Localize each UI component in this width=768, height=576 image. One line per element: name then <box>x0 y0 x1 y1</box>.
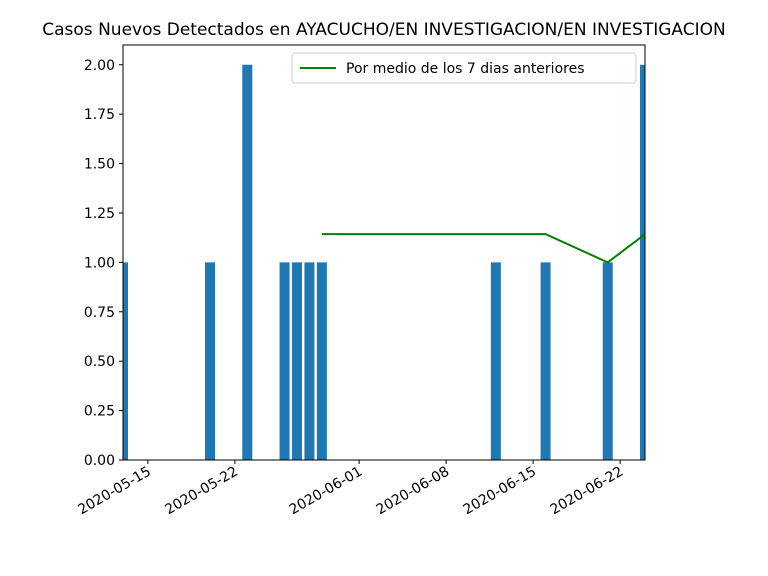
bar <box>242 64 253 460</box>
bars-layer <box>123 64 645 460</box>
bar <box>316 262 327 460</box>
legend: Por medio de los 7 dias anteriores <box>291 52 637 84</box>
bar <box>540 262 551 460</box>
bar <box>123 262 128 460</box>
x-axis: 2020-05-15 2020-05-22 2020-06-01 2020-06-08… <box>75 460 626 518</box>
x-tick-label: 2020-06-01 <box>287 464 365 519</box>
x-tick-label: 2020-06-15 <box>461 464 539 519</box>
legend-box <box>291 52 637 84</box>
x-tick-label: 2020-05-15 <box>75 464 153 519</box>
plot-frame <box>122 44 646 461</box>
y-tick-label: 0.00 <box>84 453 115 469</box>
moving-average-line <box>321 233 645 264</box>
legend-label: Por medio de los 7 dias anteriores <box>346 61 585 77</box>
x-tick-label: 2020-06-22 <box>548 464 626 519</box>
bar <box>279 262 290 460</box>
y-tick-label: 2.00 <box>84 58 115 74</box>
y-tick-label: 1.75 <box>84 107 115 123</box>
bar <box>292 262 302 460</box>
bar <box>602 262 613 460</box>
bar <box>205 262 215 460</box>
y-tick-label: 1.25 <box>84 206 115 222</box>
chart-title: Casos Nuevos Detectados en AYACUCHO/EN I… <box>42 20 725 40</box>
line-layer <box>321 233 645 264</box>
y-tick-label: 0.50 <box>84 354 115 370</box>
bar <box>490 262 501 460</box>
y-tick-label: 0.75 <box>84 305 115 321</box>
bar <box>640 64 645 460</box>
y-tick-label: 1.00 <box>84 255 115 271</box>
y-axis: 0.00 0.25 0.50 0.75 1.00 1.25 1.50 1.75 2.00 <box>84 58 123 469</box>
x-tick-label: 2020-06-08 <box>374 464 452 519</box>
y-tick-label: 0.25 <box>84 404 115 420</box>
y-tick-label: 1.50 <box>84 157 115 173</box>
bar <box>304 262 315 460</box>
x-tick-label: 2020-05-22 <box>162 464 240 519</box>
